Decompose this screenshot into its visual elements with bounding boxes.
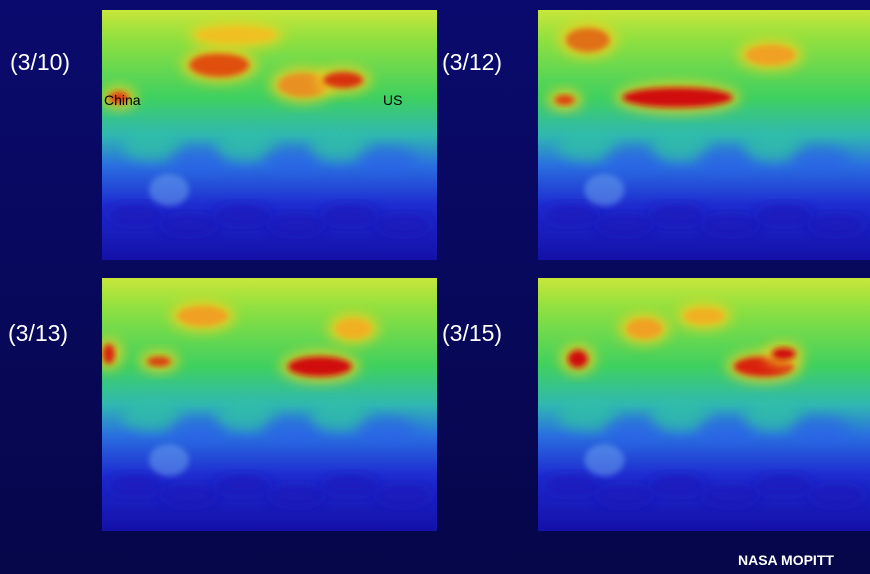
texture bbox=[376, 215, 432, 235]
texture bbox=[649, 475, 705, 495]
co-map bbox=[538, 10, 870, 260]
texture bbox=[809, 215, 865, 235]
texture bbox=[649, 205, 705, 225]
plume bbox=[335, 319, 371, 339]
texture bbox=[108, 475, 164, 495]
panel-label: (3/10) bbox=[10, 49, 70, 75]
plume bbox=[622, 88, 732, 108]
plume bbox=[568, 350, 588, 368]
texture bbox=[161, 215, 217, 235]
co-map bbox=[101, 10, 437, 260]
landmass bbox=[584, 444, 624, 476]
plume bbox=[189, 53, 249, 77]
texture bbox=[357, 146, 417, 174]
slide: (3/10) (3/12) (3/13) (3/15) China US NAS… bbox=[0, 0, 870, 574]
co-map bbox=[538, 278, 870, 531]
texture bbox=[322, 205, 378, 225]
credit: NASA MOPITT bbox=[738, 552, 834, 568]
texture bbox=[268, 486, 324, 506]
landmass bbox=[149, 444, 189, 476]
plume bbox=[178, 306, 228, 326]
texture bbox=[790, 146, 850, 174]
texture bbox=[809, 486, 865, 506]
panel-label: (3/12) bbox=[442, 49, 502, 75]
plume bbox=[555, 95, 575, 105]
annotation: China bbox=[104, 92, 141, 108]
texture bbox=[268, 215, 324, 235]
texture bbox=[376, 486, 432, 506]
plume bbox=[745, 45, 795, 65]
texture bbox=[108, 205, 164, 225]
texture bbox=[215, 475, 271, 495]
plume bbox=[196, 27, 276, 43]
plume bbox=[566, 28, 610, 52]
texture bbox=[703, 215, 759, 235]
plume bbox=[288, 357, 352, 377]
plume bbox=[147, 356, 171, 366]
plume bbox=[103, 344, 115, 364]
texture bbox=[543, 475, 599, 495]
plume bbox=[626, 319, 662, 339]
texture bbox=[756, 205, 812, 225]
panel-label: (3/15) bbox=[442, 320, 502, 346]
texture bbox=[596, 486, 652, 506]
plume bbox=[772, 348, 796, 360]
landmass bbox=[149, 174, 189, 206]
texture bbox=[596, 215, 652, 235]
panel-label: (3/13) bbox=[8, 320, 68, 346]
plume bbox=[684, 308, 724, 324]
annotation: US bbox=[383, 92, 402, 108]
landmass bbox=[584, 174, 624, 206]
texture bbox=[703, 486, 759, 506]
texture bbox=[756, 475, 812, 495]
texture bbox=[322, 475, 378, 495]
co-map bbox=[95, 278, 437, 531]
texture bbox=[357, 416, 417, 444]
texture bbox=[161, 486, 217, 506]
texture bbox=[543, 205, 599, 225]
plume bbox=[323, 72, 363, 88]
texture bbox=[790, 416, 850, 444]
texture bbox=[215, 205, 271, 225]
